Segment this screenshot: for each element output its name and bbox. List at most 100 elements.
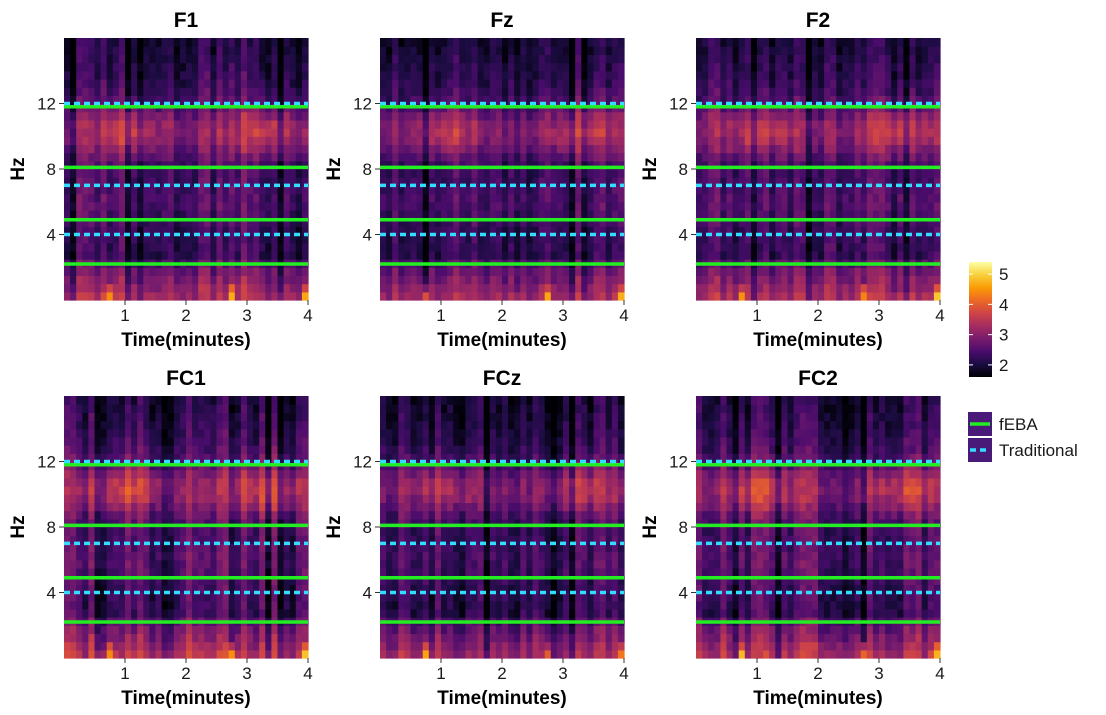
heatmap-cell bbox=[76, 510, 83, 520]
heatmap-cell bbox=[502, 152, 509, 162]
heatmap-cell bbox=[544, 209, 552, 219]
heatmap-cell bbox=[125, 160, 132, 170]
heatmap-cell bbox=[495, 78, 503, 88]
heatmap-cell bbox=[799, 152, 807, 162]
heatmap-cell bbox=[757, 62, 764, 72]
heatmap-cell bbox=[860, 136, 868, 146]
heatmap-cell bbox=[836, 275, 843, 285]
heatmap-cell bbox=[824, 275, 831, 285]
heatmap-cell bbox=[398, 136, 405, 146]
heatmap-cell bbox=[605, 136, 613, 146]
heatmap-cell bbox=[514, 291, 521, 301]
heatmap-cell bbox=[575, 242, 582, 252]
heatmap-cell bbox=[842, 201, 850, 211]
heatmap-cell bbox=[508, 267, 515, 277]
heatmap-cell bbox=[76, 625, 83, 635]
heatmap-cell bbox=[234, 128, 242, 137]
heatmap-cell bbox=[155, 283, 163, 293]
heatmap-cell bbox=[398, 218, 405, 227]
heatmap-cell bbox=[112, 527, 120, 536]
heatmap-cell bbox=[885, 62, 892, 72]
heatmap-cell bbox=[118, 486, 126, 495]
heatmap-cell bbox=[453, 291, 460, 301]
heatmap-cell bbox=[903, 242, 911, 252]
heatmap-cell bbox=[569, 46, 576, 55]
heatmap-cell bbox=[550, 283, 558, 293]
heatmap-cell bbox=[416, 95, 424, 105]
heatmap-cell bbox=[167, 625, 175, 635]
heatmap-cell bbox=[198, 404, 205, 413]
heatmap-cell bbox=[842, 275, 850, 285]
heatmap-cell bbox=[106, 193, 114, 203]
heatmap-cell bbox=[228, 119, 236, 129]
heatmap-cell bbox=[422, 95, 430, 105]
heatmap-cell bbox=[64, 576, 71, 585]
heatmap-cell bbox=[818, 70, 825, 80]
x-tick-label: 1 bbox=[752, 306, 761, 325]
heatmap-cell bbox=[271, 275, 279, 285]
heatmap-cell bbox=[295, 46, 303, 55]
heatmap-cell bbox=[222, 535, 230, 544]
heatmap-cell bbox=[769, 95, 776, 105]
heatmap-cell bbox=[106, 518, 114, 528]
heatmap-cell bbox=[106, 502, 114, 512]
heatmap-cell bbox=[186, 396, 193, 405]
heatmap-cell bbox=[605, 250, 613, 260]
heatmap-cell bbox=[277, 160, 285, 170]
heatmap-cell bbox=[842, 226, 850, 236]
heatmap-cell bbox=[811, 267, 819, 277]
heatmap-cell bbox=[155, 486, 163, 495]
heatmap-cell bbox=[854, 177, 862, 186]
heatmap-cell bbox=[179, 119, 187, 129]
heatmap-cell bbox=[64, 209, 71, 219]
heatmap-cell bbox=[575, 250, 582, 260]
heatmap-cell bbox=[593, 119, 601, 129]
heatmap-cell bbox=[106, 267, 114, 277]
heatmap-cell bbox=[422, 136, 430, 146]
heatmap-cell bbox=[106, 584, 114, 594]
heatmap-cell bbox=[726, 160, 734, 170]
heatmap-cell bbox=[247, 494, 254, 504]
heatmap-cell bbox=[927, 169, 935, 178]
heatmap-cell bbox=[787, 177, 795, 186]
heatmap-cell bbox=[805, 234, 813, 244]
heatmap-cell bbox=[76, 649, 83, 659]
heatmap-cell bbox=[471, 144, 479, 154]
heatmap-cell bbox=[70, 551, 77, 561]
heatmap-cell bbox=[824, 144, 831, 154]
heatmap-cell bbox=[617, 283, 625, 293]
heatmap-cell bbox=[726, 291, 734, 301]
heatmap-cell bbox=[538, 193, 546, 203]
x-tick-label: 2 bbox=[497, 306, 506, 325]
heatmap-cell bbox=[897, 234, 904, 244]
heatmap-cell bbox=[265, 543, 272, 553]
heatmap-cell bbox=[118, 453, 126, 463]
heatmap-cell bbox=[872, 70, 880, 80]
heatmap-cell bbox=[563, 136, 570, 146]
heatmap-cell bbox=[240, 111, 248, 121]
heatmap-cell bbox=[210, 267, 218, 277]
heatmap-cell bbox=[131, 283, 138, 293]
heatmap-cell bbox=[112, 543, 120, 553]
heatmap-cell bbox=[210, 486, 218, 495]
heatmap-cell bbox=[538, 62, 546, 72]
heatmap-cell bbox=[392, 218, 399, 227]
heatmap-cell bbox=[477, 209, 485, 219]
heatmap-cell bbox=[100, 283, 108, 293]
heatmap-cell bbox=[775, 267, 782, 277]
heatmap-cell bbox=[921, 46, 929, 55]
heatmap-cell bbox=[64, 608, 71, 618]
heatmap-cell bbox=[471, 46, 479, 55]
heatmap-cell bbox=[793, 177, 801, 186]
heatmap-cell bbox=[544, 54, 552, 64]
heatmap-cell bbox=[702, 185, 709, 195]
heatmap-cell bbox=[222, 477, 230, 487]
heatmap-cell bbox=[569, 169, 576, 178]
heatmap-cell bbox=[210, 527, 218, 536]
heatmap-cell bbox=[228, 502, 236, 512]
heatmap-cell bbox=[210, 234, 218, 244]
heatmap-cell bbox=[872, 38, 880, 47]
heatmap-cell bbox=[502, 218, 509, 227]
heatmap-cell bbox=[593, 87, 601, 96]
panel-title: F2 bbox=[806, 9, 831, 32]
